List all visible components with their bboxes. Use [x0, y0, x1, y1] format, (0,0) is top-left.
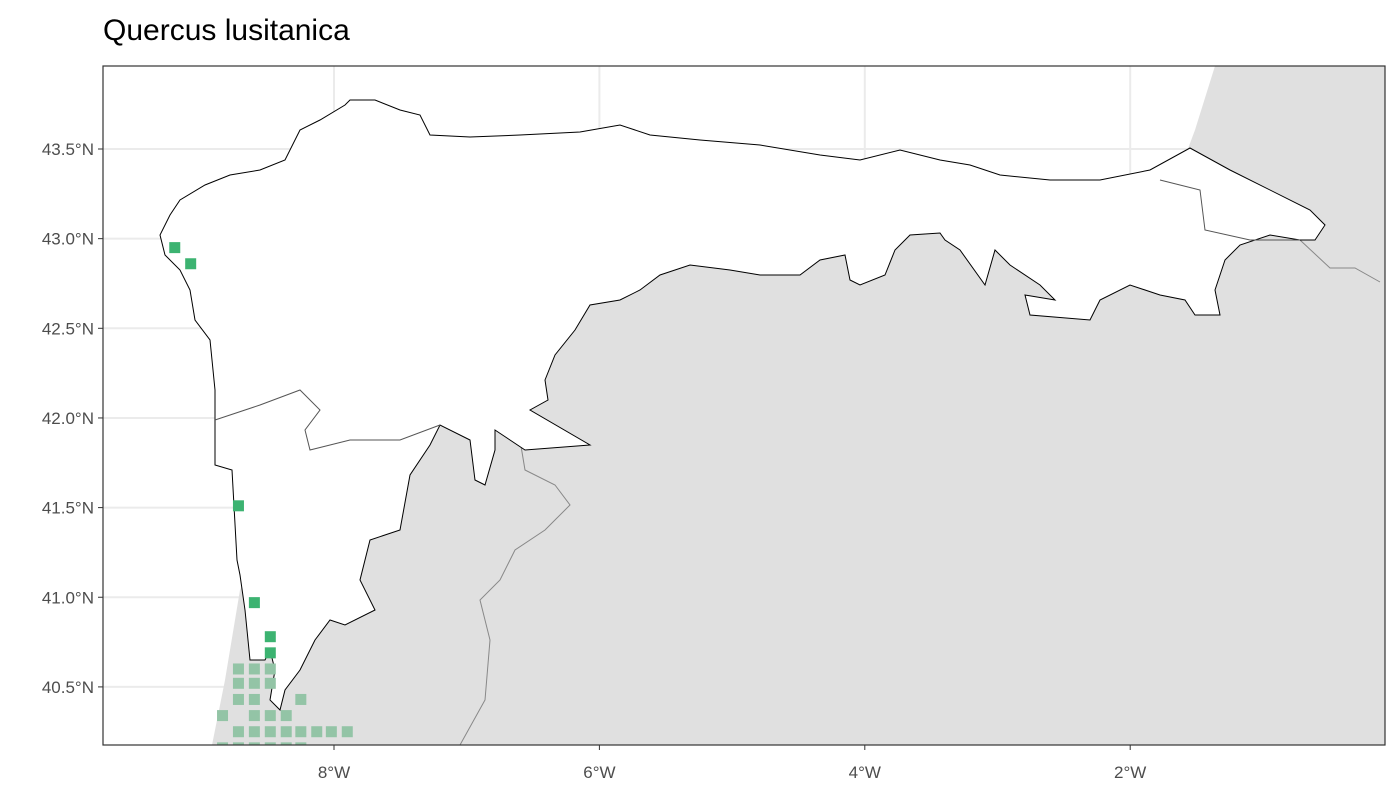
- y-tick-label: 41.5°N: [42, 499, 94, 518]
- occurrence-point-outside: [295, 742, 307, 745]
- study-area: [159, 99, 1326, 711]
- x-tick-label: 8°W: [318, 763, 350, 782]
- occurrence-points: [169, 242, 353, 745]
- occurrence-point-outside: [264, 710, 276, 722]
- country-border: [459, 439, 571, 745]
- occurrence-point-outside: [264, 742, 276, 745]
- occurrence-point-outside: [248, 677, 260, 689]
- occurrence-point-inside: [248, 597, 260, 609]
- country-border-east: [1299, 239, 1381, 283]
- internal-border: [214, 389, 441, 451]
- occurrence-point-outside: [341, 726, 353, 738]
- occurrence-point-outside: [217, 742, 229, 745]
- y-tick-label: 41.0°N: [42, 588, 94, 607]
- y-tick-label: 43.0°N: [42, 230, 94, 249]
- x-tick-label: 2°W: [1114, 763, 1146, 782]
- y-tick-label: 40.5°N: [42, 678, 94, 697]
- occurrence-point-outside: [264, 663, 276, 675]
- occurrence-point-outside: [280, 710, 292, 722]
- occurrence-point-outside: [325, 726, 337, 738]
- occurrence-point-outside: [232, 693, 244, 705]
- occurrence-point-outside: [232, 663, 244, 675]
- y-tick-label: 42.5°N: [42, 319, 94, 338]
- occurrence-point-outside: [295, 726, 307, 738]
- panel-border: [102, 65, 1386, 746]
- occurrence-point-inside: [185, 258, 197, 270]
- occurrence-point-outside: [248, 693, 260, 705]
- occurrence-point-outside: [248, 742, 260, 745]
- occurrence-point-inside: [232, 500, 244, 512]
- occurrence-point-outside: [217, 710, 229, 722]
- y-tick-label: 43.5°N: [42, 140, 94, 159]
- x-tick-label: 4°W: [849, 763, 881, 782]
- occurrence-point-outside: [232, 742, 244, 745]
- occurrence-point-outside: [232, 677, 244, 689]
- occurrence-point-outside: [248, 710, 260, 722]
- occurrence-point-outside: [232, 726, 244, 738]
- occurrence-point-outside: [280, 742, 292, 745]
- occurrence-point-outside: [311, 726, 323, 738]
- internal-border-east: [1159, 179, 1300, 241]
- occurrence-point-inside: [169, 242, 181, 254]
- occurrence-point-outside: [264, 677, 276, 689]
- occurrence-point-outside: [280, 726, 292, 738]
- occurrence-point-outside: [264, 726, 276, 738]
- x-tick-label: 6°W: [583, 763, 615, 782]
- occurrence-point-outside: [248, 663, 260, 675]
- axes: 8°W 6°W 4°W 2°W 43.5°N 43.0°N 42.5°N 42.0°N 41.5…: [42, 140, 1147, 782]
- occurrence-point-inside: [264, 647, 276, 659]
- y-tick-label: 42.0°N: [42, 409, 94, 428]
- occurrence-point-outside: [248, 726, 260, 738]
- occurrence-point-outside: [295, 693, 307, 705]
- plot-title: Quercus lusitanica: [103, 14, 350, 47]
- occurrence-point-inside: [264, 631, 276, 643]
